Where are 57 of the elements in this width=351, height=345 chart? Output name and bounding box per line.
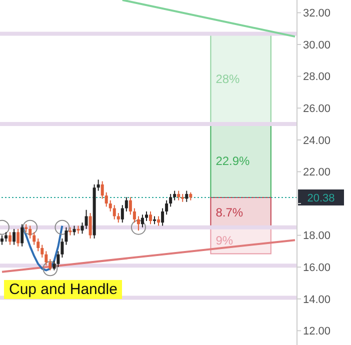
band-label: 22.9% <box>216 154 250 168</box>
y-tick-label: 18.00 <box>303 230 331 242</box>
annotation: Cup and Handle <box>4 280 122 299</box>
candlestick <box>52 260 56 271</box>
candlestick <box>173 190 176 201</box>
y-tick-label: 16.00 <box>303 262 331 274</box>
candlestick <box>96 179 100 192</box>
candlestick <box>116 212 120 224</box>
candlestick <box>112 204 116 220</box>
candlestick <box>16 228 20 247</box>
y-tick-label: 14.00 <box>303 294 331 306</box>
candlestick <box>12 228 16 246</box>
candlestick <box>177 190 180 201</box>
y-tick-label: 32.00 <box>303 8 331 20</box>
band-label: 8.7% <box>216 205 244 220</box>
band-label: 28% <box>216 72 240 86</box>
y-tick-label: 12.00 <box>303 326 331 338</box>
candlestick <box>140 214 144 228</box>
y-tick-label: 22.00 <box>303 166 331 179</box>
candlestick <box>44 250 48 266</box>
candlestick <box>60 238 64 258</box>
candlestick <box>161 208 164 226</box>
candlestick <box>48 258 52 271</box>
candlestick <box>56 250 60 268</box>
candlestick <box>80 222 84 234</box>
candlestick <box>0 234 4 246</box>
candlestick <box>20 224 24 247</box>
candlestick <box>72 225 76 236</box>
candlestick <box>84 209 88 230</box>
candlestick <box>40 244 44 258</box>
candlestick <box>128 196 132 216</box>
candlestick <box>144 210 148 222</box>
y-tick-label: 24.00 <box>303 134 331 147</box>
candlestick <box>157 216 160 226</box>
y-tick-label: 30.00 <box>303 39 331 52</box>
candlestick <box>108 200 112 212</box>
candlestick <box>32 232 36 246</box>
y-tick-label: 28.00 <box>303 71 331 84</box>
candlestick <box>100 180 104 200</box>
candlestick <box>132 208 136 224</box>
ref-line-label: 20.38 <box>307 192 335 204</box>
y-tick-label: 26.00 <box>303 103 331 116</box>
band-label: 9% <box>216 233 234 248</box>
candlestick <box>36 238 40 252</box>
candlestick <box>64 226 68 246</box>
candlestick <box>169 193 172 208</box>
candlestick <box>165 200 168 216</box>
candlestick <box>88 212 92 239</box>
candlestick <box>28 225 32 239</box>
candlestick <box>4 232 8 242</box>
candlestick <box>8 232 12 246</box>
candlestick <box>149 210 152 225</box>
candlestick <box>136 216 140 232</box>
candlestick <box>185 190 188 202</box>
candlestick <box>120 204 124 224</box>
candlestick <box>104 192 108 208</box>
candlestick <box>124 196 128 212</box>
